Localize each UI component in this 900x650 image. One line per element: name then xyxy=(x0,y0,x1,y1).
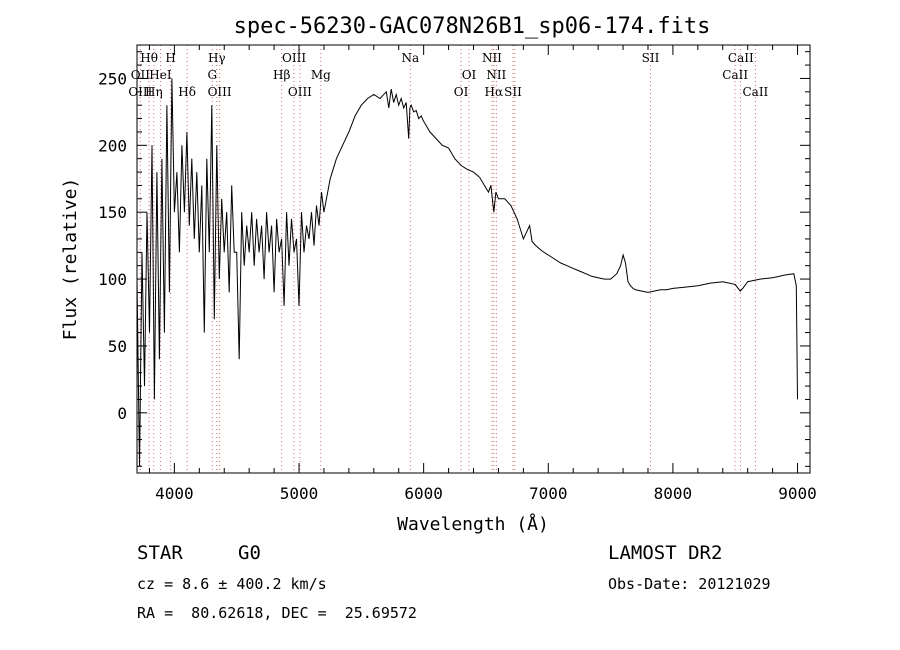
survey-label: LAMOST DR2 xyxy=(608,542,723,564)
line-label: Na xyxy=(401,51,419,65)
x-tick-label: 9000 xyxy=(778,484,817,503)
line-label: Hδ xyxy=(178,85,196,99)
x-tick-label: 4000 xyxy=(155,484,194,503)
line-label: Hθ xyxy=(140,51,158,65)
line-label: OIII xyxy=(282,51,306,65)
line-label: G xyxy=(207,68,217,82)
line-label: OII xyxy=(131,68,151,82)
x-axis-ticks: 4000 5000 6000 7000 8000 9000 xyxy=(148,45,817,503)
emission-line-labels: Hθ H Hγ OIII Na NII SII CaII OII HeI G Hβ Mg OI NII CaI… xyxy=(128,51,768,99)
observation-date: Obs-Date: 20121029 xyxy=(608,575,771,593)
line-label: CaII xyxy=(742,85,768,99)
line-label: OIII xyxy=(288,85,312,99)
line-label: Hβ xyxy=(273,68,290,82)
spectral-subclass: G0 xyxy=(238,542,261,564)
emission-line-marks xyxy=(139,45,756,473)
line-label: CaII xyxy=(722,68,748,82)
line-label: Hα xyxy=(485,85,504,99)
y-tick-label: 150 xyxy=(98,203,127,222)
line-label: SII xyxy=(504,85,522,99)
line-label: Mg xyxy=(311,68,331,82)
y-tick-label: 0 xyxy=(117,404,127,423)
x-axis-label: Wavelength (Å) xyxy=(397,513,549,535)
y-tick-label: 200 xyxy=(98,136,127,155)
line-label: NII xyxy=(486,68,506,82)
line-label: OI xyxy=(462,68,477,82)
x-tick-label: 6000 xyxy=(404,484,443,503)
object-type: STAR xyxy=(137,542,183,564)
y-axis-label: Flux (relative) xyxy=(60,178,81,341)
y-axis-ticks: 0 50 100 150 200 250 xyxy=(98,51,810,467)
redshift-velocity: cz = 8.6 ± 400.2 km/s xyxy=(137,575,327,593)
line-label: OIII xyxy=(208,85,232,99)
line-label: CaII xyxy=(728,51,754,65)
coordinates: RA = 80.62618, DEC = 25.69572 xyxy=(137,604,417,622)
y-tick-label: 50 xyxy=(108,337,127,356)
plot-frame xyxy=(136,44,811,474)
x-tick-label: 8000 xyxy=(654,484,693,503)
x-tick-label: 5000 xyxy=(280,484,319,503)
x-tick-label: 7000 xyxy=(529,484,568,503)
line-label: Hη xyxy=(145,85,163,99)
line-label: OI xyxy=(454,85,469,99)
line-label: H xyxy=(165,51,175,65)
line-label: SII xyxy=(642,51,660,65)
spectrum-line xyxy=(136,78,798,467)
chart-title: spec-56230-GAC078N26B1_sp06-174.fits xyxy=(234,14,711,39)
line-label: HeI xyxy=(149,68,172,82)
y-tick-label: 250 xyxy=(98,69,127,88)
line-label: Hγ xyxy=(208,51,226,65)
line-label: NII xyxy=(482,51,502,65)
y-tick-label: 100 xyxy=(98,270,127,289)
